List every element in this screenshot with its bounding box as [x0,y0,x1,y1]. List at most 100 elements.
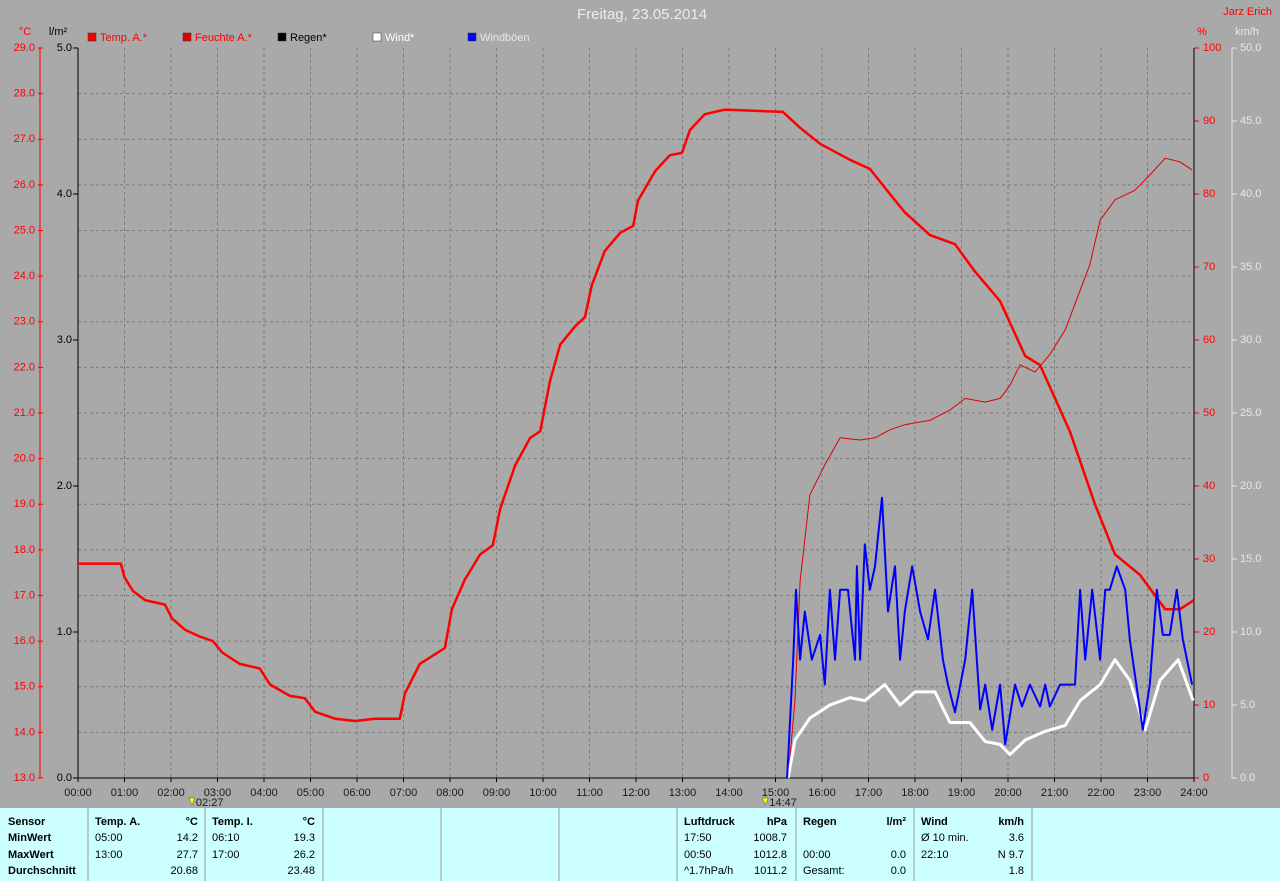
y2-tick-label: 100 [1203,42,1221,54]
stats-table [0,808,1280,881]
y3-axis-unit: l/m² [49,26,68,38]
time-marker [188,797,196,806]
x-tick-label: 06:00 [343,787,371,799]
y3-tick-label: 5.0 [57,42,72,54]
cell-value: 1011.2 [754,865,787,877]
x-tick-label: 10:00 [529,787,557,799]
y2-tick-label: 60 [1203,334,1215,346]
cell-value: 19.3 [294,832,315,844]
y-tick-label: 20.0 [14,453,35,465]
y-tick-label: 22.0 [14,361,35,373]
x-tick-label: 00:00 [64,787,92,799]
cell-time: 17:00 [212,849,240,861]
y2-tick-label: 0 [1203,772,1209,784]
column-header: Luftdruck [684,816,736,828]
column-unit: l/m² [886,816,906,828]
cell-time: 22:10 [921,849,949,861]
x-tick-label: 09:00 [483,787,511,799]
cell-value: 1.8 [1009,865,1024,877]
row-label: MaxWert [8,849,54,861]
x-tick-label: 12:00 [622,787,650,799]
column-unit: km/h [998,816,1024,828]
x-tick-label: 03:00 [204,787,232,799]
cell-time: ^1.7hPa/h [684,865,733,877]
y4-tick-label: 0.0 [1240,772,1255,784]
cell-time: 17:50 [684,832,712,844]
cell-value: 0.0 [891,849,906,861]
y2-tick-label: 30 [1203,553,1215,565]
y2-tick-label: 20 [1203,626,1215,638]
x-tick-label: 20:00 [994,787,1022,799]
x-tick-label: 21:00 [1041,787,1069,799]
column-unit: hPa [767,816,788,828]
legend-label: Windböen [480,32,530,44]
cell-value: 1008.7 [753,832,787,844]
x-tick-label: 15:00 [762,787,790,799]
time-marker-label: 02:27 [196,797,224,809]
column-header: Wind [921,816,948,828]
y2-tick-label: 40 [1203,480,1215,492]
y4-tick-label: 15.0 [1240,553,1261,565]
series-line [786,496,1194,779]
x-tick-label: 11:00 [576,787,603,799]
time-marker [761,797,769,806]
column-unit: °C [303,816,315,828]
y4-tick-label: 20.0 [1240,480,1261,492]
cell-value: 23.48 [287,865,315,877]
x-tick-label: 18:00 [901,787,929,799]
legend-swatch [87,32,97,42]
series-line [78,108,1195,723]
y-tick-label: 27.0 [14,133,35,145]
y4-axis-unit: km/h [1235,26,1259,38]
y-tick-label: 24.0 [14,270,35,282]
y-tick-label: 19.0 [14,498,35,510]
legend-label: Wind* [385,32,415,44]
y4-tick-label: 35.0 [1240,261,1261,273]
x-tick-label: 13:00 [669,787,697,799]
cell-time: 13:00 [95,849,123,861]
y2-tick-label: 50 [1203,407,1215,419]
y2-tick-label: 70 [1203,261,1215,273]
y-axis-unit: °C [19,26,31,38]
x-tick-label: 17:00 [855,787,883,799]
legend-label: Regen* [290,32,327,44]
cell-time: 05:00 [95,832,123,844]
y4-tick-label: 50.0 [1240,42,1261,54]
y-tick-label: 25.0 [14,224,35,236]
cell-time: 00:50 [684,849,712,861]
cell-time: 00:00 [803,849,831,861]
x-tick-label: 07:00 [390,787,418,799]
x-tick-label: 23:00 [1134,787,1162,799]
x-tick-label: 02:00 [157,787,185,799]
legend-swatch [277,32,287,42]
cell-value: N 9.7 [998,849,1024,861]
cell-time: Gesamt: [803,865,845,877]
y4-tick-label: 40.0 [1240,188,1261,200]
x-tick-label: 08:00 [436,787,464,799]
y-tick-label: 26.0 [14,179,35,191]
x-tick-label: 14:00 [715,787,743,799]
legend-swatch [182,32,192,42]
column-unit: °C [186,816,198,828]
y2-tick-label: 10 [1203,699,1215,711]
cell-value: 3.6 [1009,832,1024,844]
y3-tick-label: 1.0 [57,626,72,638]
cell-time: Ø 10 min. [921,832,969,844]
cell-value: 26.2 [294,849,315,861]
y2-tick-label: 90 [1203,115,1215,127]
y-tick-label: 23.0 [14,316,35,328]
x-tick-label: 19:00 [948,787,976,799]
x-tick-label: 16:00 [808,787,836,799]
legend-swatch [467,32,477,42]
y3-tick-label: 0.0 [57,772,72,784]
y4-tick-label: 5.0 [1240,699,1255,711]
column-header: Regen [803,816,837,828]
series-line [786,658,1195,779]
row-label: Sensor [8,816,46,828]
y4-tick-label: 10.0 [1240,626,1261,638]
y-tick-label: 13.0 [14,772,35,784]
y2-tick-label: 80 [1203,188,1215,200]
y-tick-label: 21.0 [14,407,35,419]
